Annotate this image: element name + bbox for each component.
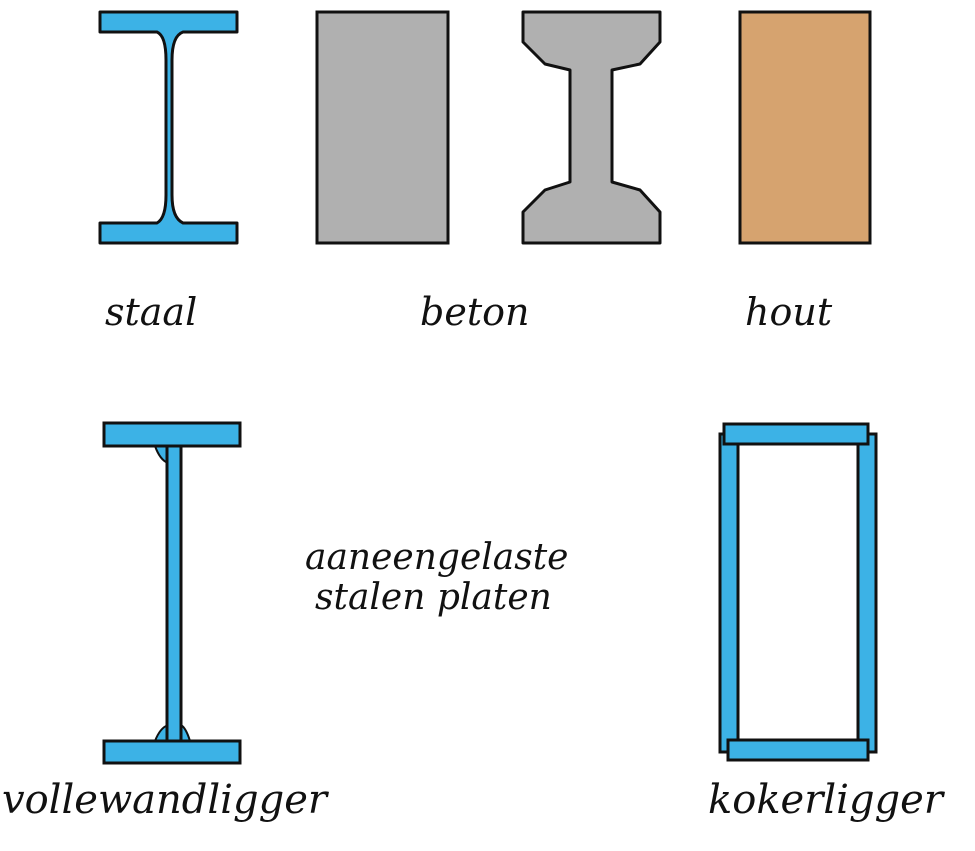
label-welded-plates-line2: stalen platen	[315, 577, 552, 619]
wood-rectangle-shape	[738, 10, 872, 245]
label-hout: hout	[745, 290, 833, 334]
girder-bottom-flange	[102, 739, 242, 765]
box-left-plate	[718, 432, 740, 754]
label-welded-plates-line1: aaneengelaste	[305, 537, 569, 578]
girder-web-plate	[165, 444, 183, 743]
concrete-i-beam-shape	[521, 10, 662, 245]
steel-i-beam-shape	[98, 10, 239, 245]
box-right-plate	[856, 432, 878, 754]
box-girder	[718, 422, 878, 762]
welded-plate-girder	[102, 421, 242, 765]
label-beton: beton	[420, 290, 530, 334]
label-vollewandligger: vollewandligger	[2, 777, 327, 823]
concrete-rectangle-shape	[315, 10, 450, 245]
girder-top-flange	[102, 421, 242, 448]
label-staal: staal	[105, 290, 198, 334]
label-welded-plates: aaneengelaste stalen platen	[305, 537, 569, 619]
box-top-plate	[722, 422, 870, 446]
box-bottom-plate	[726, 738, 870, 762]
label-kokerligger: kokerligger	[708, 777, 943, 823]
